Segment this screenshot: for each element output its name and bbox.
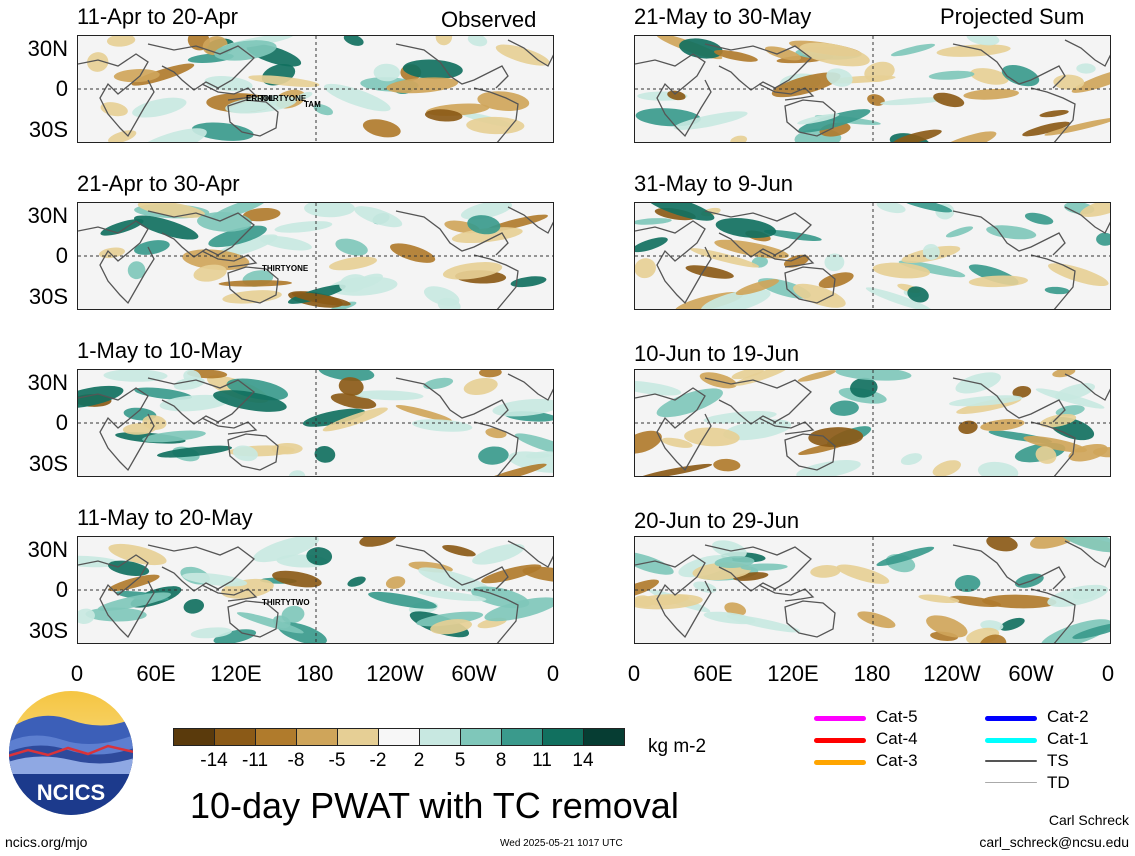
legend-label: Cat-2 xyxy=(1047,707,1089,726)
lon-label: 120E xyxy=(210,661,262,686)
lon-label: 0 xyxy=(627,661,641,686)
colorbar-tick-label: -14 xyxy=(200,750,228,771)
lon-label: 0 xyxy=(70,661,84,686)
colorbar-tick-label: 14 xyxy=(572,750,594,771)
lat-label: 30S xyxy=(28,117,68,142)
storm-label: THIRTYONE xyxy=(262,264,309,273)
map-panel: ERROL THIRTYONE TAM xyxy=(77,35,554,143)
map-panel xyxy=(634,35,1111,143)
lon-label: 120W xyxy=(923,661,981,686)
storm-label: THIRTYONE xyxy=(260,94,307,103)
lon-label: 180 xyxy=(853,661,891,686)
map-panel xyxy=(634,536,1111,644)
panel-title: 11-Apr to 20-Apr xyxy=(77,4,239,29)
lon-label: 120E xyxy=(767,661,819,686)
colorbar-swatch xyxy=(419,728,461,746)
panel-title: 31-May to 9-Jun xyxy=(634,171,793,196)
storm-label: ERROL xyxy=(246,94,274,103)
lat-label: 0 xyxy=(55,243,68,268)
colorbar-swatch xyxy=(173,728,215,746)
lon-label: 0 xyxy=(1101,661,1115,686)
panel-title: 10-Jun to 19-Jun xyxy=(634,341,800,366)
lat-label: 30S xyxy=(28,284,68,309)
legend-label: Cat-5 xyxy=(876,707,918,726)
panel-title: 20-Jun to 29-Jun xyxy=(634,508,800,533)
lon-label: 60E xyxy=(136,661,176,686)
map-panel xyxy=(77,369,554,477)
colorbar-unit: kg m-2 xyxy=(648,736,707,757)
lat-label: 30S xyxy=(28,451,68,476)
colorbar-swatch xyxy=(337,728,379,746)
legend-label: Cat-3 xyxy=(876,751,918,770)
legend-swatch xyxy=(985,738,1037,743)
footer-timestamp: Wed 2025-05-21 1017 UTC xyxy=(500,838,623,849)
logo-text: NCICS xyxy=(37,780,105,805)
colorbar-swatch xyxy=(214,728,256,746)
ncics-logo: NCICS xyxy=(8,690,134,816)
colorbar-tick-label: -8 xyxy=(287,750,305,771)
lat-label: 30N xyxy=(27,36,68,61)
footer-email[interactable]: carl_schreck@ncsu.edu xyxy=(979,834,1129,850)
legend-label: TD xyxy=(1047,773,1070,792)
legend-label: Cat-1 xyxy=(1047,729,1089,748)
main-title: 10-day PWAT with TC removal xyxy=(190,785,679,826)
legend-swatch xyxy=(985,760,1037,762)
colorbar-tick-label: 2 xyxy=(413,750,425,771)
lat-label: 0 xyxy=(55,577,68,602)
map-panel: THIRTYONE xyxy=(77,202,554,310)
legend-swatch xyxy=(814,738,866,743)
legend-swatch xyxy=(985,782,1037,783)
legend-label: TS xyxy=(1047,751,1069,770)
lat-label: 0 xyxy=(55,410,68,435)
colorbar-tick-label: 8 xyxy=(495,750,507,771)
map-panel: THIRTYTWO xyxy=(77,536,554,644)
lat-label: 30N xyxy=(27,537,68,562)
colorbar-swatch xyxy=(583,728,625,746)
map-panel xyxy=(634,369,1111,477)
lat-label: 30N xyxy=(27,203,68,228)
projected-header: Projected Sum xyxy=(940,4,1085,29)
panel-title: 21-Apr to 30-Apr xyxy=(77,171,240,196)
colorbar-tick-label: -2 xyxy=(369,750,387,771)
colorbar-swatch xyxy=(542,728,584,746)
observed-header: Observed xyxy=(441,7,537,32)
colorbar-swatch xyxy=(460,728,502,746)
legend-label: Cat-4 xyxy=(876,729,918,748)
lon-label: 180 xyxy=(296,661,334,686)
colorbar-swatch xyxy=(296,728,338,746)
lat-label: 0 xyxy=(55,76,68,101)
colorbar-tick-label: -11 xyxy=(241,750,269,771)
lon-label: 60W xyxy=(1008,661,1054,686)
colorbar-swatch xyxy=(501,728,543,746)
colorbar-swatch xyxy=(255,728,297,746)
colorbar-swatch xyxy=(378,728,420,746)
map-panel xyxy=(634,202,1111,310)
panel-title: 21-May to 30-May xyxy=(634,4,812,29)
lat-label: 30S xyxy=(28,618,68,643)
storm-label: TAM xyxy=(304,100,321,109)
lon-label: 0 xyxy=(546,661,560,686)
lon-label: 60W xyxy=(451,661,497,686)
panel-title: 11-May to 20-May xyxy=(77,505,253,530)
footer-author: Carl Schreck xyxy=(1048,812,1129,828)
legend-swatch xyxy=(985,716,1037,721)
colorbar-tick-label: 5 xyxy=(454,750,466,771)
footer-url[interactable]: ncics.org/mjo xyxy=(5,834,88,850)
storm-label: THIRTYTWO xyxy=(262,598,310,607)
lat-label: 30N xyxy=(27,370,68,395)
legend-swatch xyxy=(814,716,866,721)
colorbar-tick-label: -5 xyxy=(328,750,346,771)
colorbar-tick-label: 11 xyxy=(532,750,552,771)
panel-title: 1-May to 10-May xyxy=(77,338,243,363)
legend-swatch xyxy=(814,760,866,765)
lon-label: 120W xyxy=(366,661,424,686)
lon-label: 60E xyxy=(693,661,733,686)
